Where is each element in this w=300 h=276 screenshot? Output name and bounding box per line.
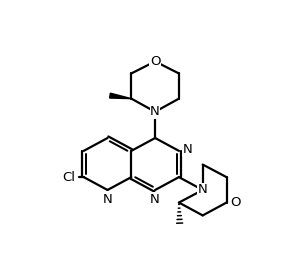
Text: Cl: Cl — [62, 171, 75, 184]
Text: N: N — [150, 105, 160, 118]
Text: N: N — [150, 193, 160, 206]
Text: N: N — [183, 143, 193, 156]
Text: O: O — [150, 55, 160, 68]
Text: O: O — [230, 196, 240, 209]
Text: N: N — [103, 193, 112, 206]
Text: N: N — [198, 184, 208, 197]
Polygon shape — [110, 93, 131, 99]
